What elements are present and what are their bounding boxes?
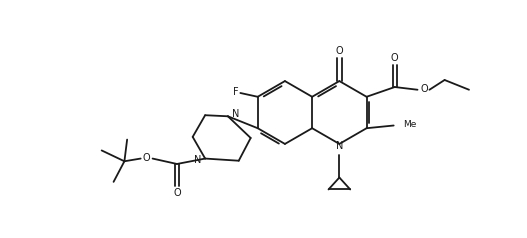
Text: F: F	[233, 87, 238, 97]
Text: O: O	[420, 84, 428, 94]
Text: N: N	[232, 109, 239, 119]
Text: O: O	[142, 153, 150, 163]
Text: Me: Me	[403, 120, 416, 129]
Text: O: O	[173, 188, 181, 198]
Text: N: N	[194, 155, 201, 165]
Text: N: N	[336, 141, 343, 151]
Text: O: O	[391, 53, 398, 63]
Text: O: O	[336, 46, 343, 56]
